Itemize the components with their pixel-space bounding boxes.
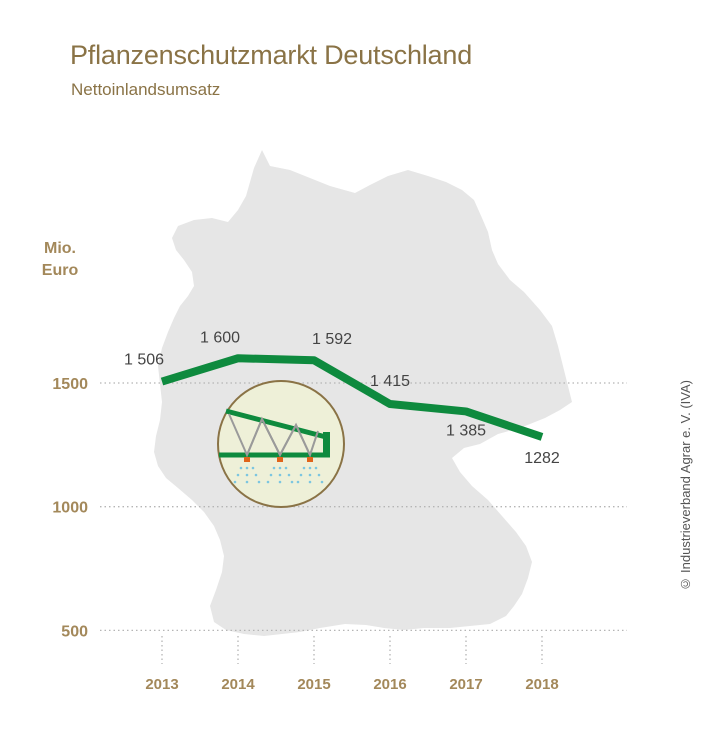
x-tick-label: 2014: [221, 676, 255, 693]
y-tick-label: 1500: [52, 376, 88, 393]
unit-line-1: Mio.: [44, 240, 76, 257]
y-tick-label: 500: [61, 623, 88, 640]
series-line: [160, 354, 544, 441]
unit-line-2: Euro: [41, 262, 79, 279]
chart-subtitle: Nettoinlandsumsatz: [71, 80, 221, 99]
x-tick-label: 2018: [525, 676, 558, 693]
y-tick-label: 1000: [52, 500, 88, 517]
y-axis-ticks: 500 1000 1500: [52, 376, 88, 640]
x-axis-ticks: 2013 2014 2015 2016 2017 2018: [145, 676, 558, 693]
x-axis-tick-marks: [161, 636, 543, 664]
field-sprayer-icon: [217, 380, 345, 508]
data-label: 1 415: [370, 373, 410, 390]
data-labels: 1 506 1 600 1 592 1 415 1 385 1282: [124, 329, 560, 467]
data-label: 1 600: [200, 329, 240, 346]
data-label: 1 592: [312, 331, 352, 348]
data-label: 1282: [524, 450, 560, 467]
x-tick-label: 2016: [373, 676, 406, 693]
data-label: 1 506: [124, 352, 164, 369]
x-tick-label: 2015: [297, 676, 330, 693]
y-axis-unit-label: Mio. Euro: [30, 238, 90, 282]
x-tick-label: 2017: [449, 676, 482, 693]
chart-title: Pflanzenschutzmarkt Deutschland: [70, 40, 473, 70]
data-label: 1 385: [446, 422, 486, 439]
x-tick-label: 2013: [145, 676, 178, 693]
